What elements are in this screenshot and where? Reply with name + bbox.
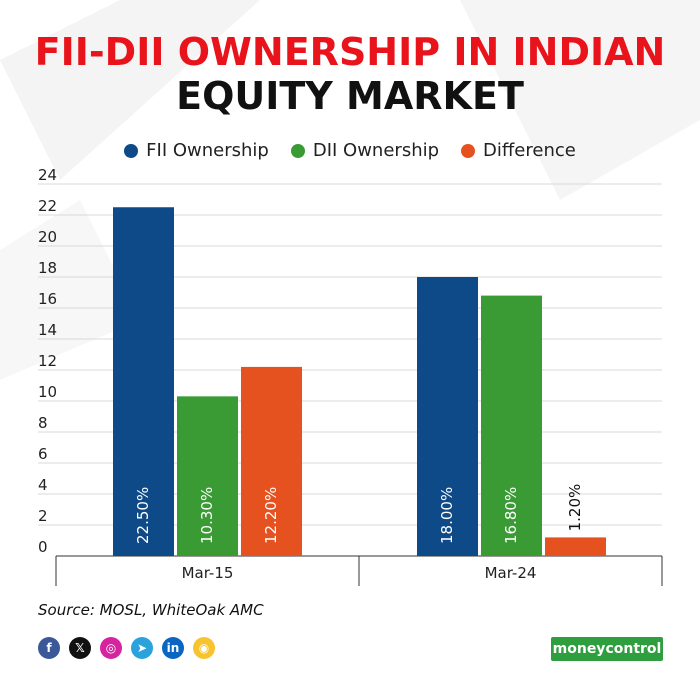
data-label: 16.80% <box>502 487 520 544</box>
koo-icon[interactable]: ◉ <box>193 637 215 659</box>
telegram-icon[interactable]: ➤ <box>131 637 153 659</box>
data-label: 12.20% <box>262 487 280 544</box>
linkedin-icon[interactable]: in <box>162 637 184 659</box>
y-tick-label: 12 <box>38 352 57 370</box>
legend-label: DII Ownership <box>312 140 440 161</box>
data-label: 10.30% <box>198 487 216 544</box>
bar <box>113 207 174 556</box>
source-note: Source: MOSL, WhiteOak AMC <box>38 601 264 619</box>
y-tick-label: 20 <box>38 228 57 246</box>
legend-marker <box>124 143 139 158</box>
legend-item: Difference <box>461 140 576 161</box>
y-tick-label: 6 <box>38 445 48 463</box>
y-tick-label: 22 <box>38 197 57 215</box>
legend-marker <box>290 143 305 158</box>
y-tick-label: 18 <box>38 259 57 277</box>
y-tick-label: 14 <box>38 321 57 339</box>
moneycontrol-logo: money control <box>551 637 663 661</box>
x-category-label: Mar-24 <box>485 564 537 582</box>
brand-part1: money <box>552 641 606 657</box>
legend-marker <box>461 143 476 158</box>
bar <box>545 537 606 556</box>
y-tick-label: 4 <box>38 476 48 494</box>
instagram-icon[interactable]: ◎ <box>100 637 122 659</box>
social-icons: f 𝕏 ◎ ➤ in ◉ <box>38 637 215 659</box>
data-label: 18.00% <box>438 487 456 544</box>
y-tick-label: 2 <box>38 507 48 525</box>
legend-label: Difference <box>483 140 576 161</box>
y-tick-label: 0 <box>38 538 48 556</box>
facebook-icon[interactable]: f <box>38 637 60 659</box>
brand-part2: control <box>605 641 662 657</box>
legend-item: FII Ownership <box>124 140 269 161</box>
y-tick-label: 8 <box>38 414 48 432</box>
chart-title-line2: EQUITY MARKET <box>176 74 524 118</box>
bar <box>177 396 238 556</box>
bar <box>481 295 542 556</box>
chart-title-line1: FII-DII OWNERSHIP IN INDIAN <box>34 30 666 74</box>
data-label: 22.50% <box>134 487 152 544</box>
legend: FII Ownership DII Ownership Difference <box>0 140 700 161</box>
y-tick-label: 10 <box>38 383 57 401</box>
y-tick-label: 16 <box>38 290 57 308</box>
legend-label: FII Ownership <box>146 140 269 161</box>
x-icon[interactable]: 𝕏 <box>69 637 91 659</box>
bar <box>417 277 478 556</box>
data-label: 1.20% <box>566 484 584 532</box>
y-tick-label: 24 <box>38 166 57 184</box>
x-category-label: Mar-15 <box>182 564 234 582</box>
bar <box>241 366 302 556</box>
legend-item: DII Ownership <box>290 140 440 161</box>
